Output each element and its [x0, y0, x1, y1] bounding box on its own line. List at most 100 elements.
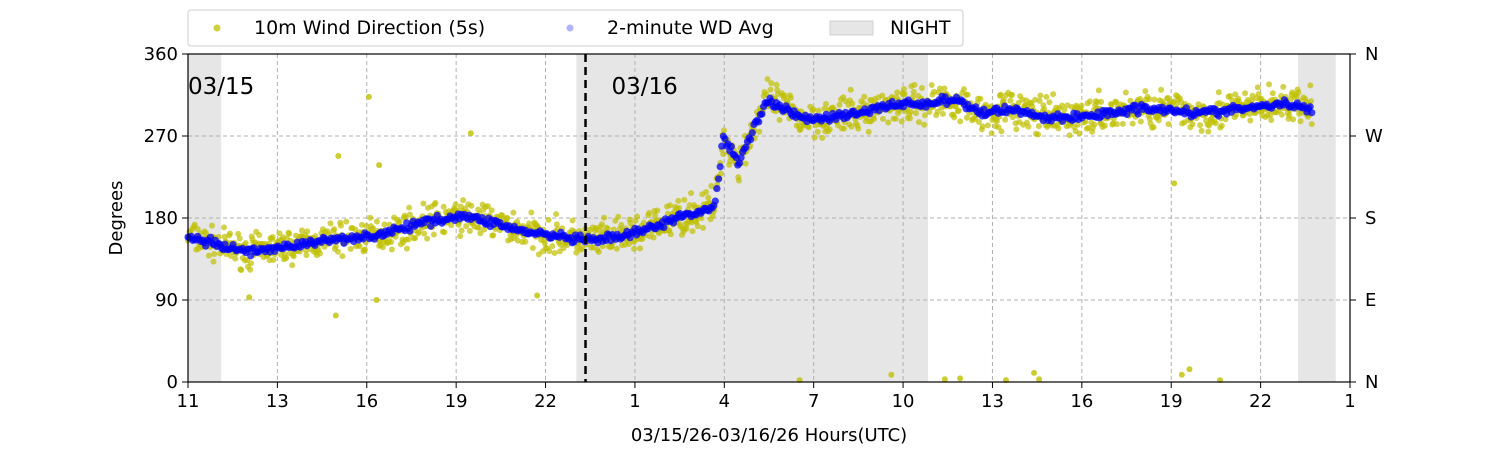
wind-point [553, 211, 560, 218]
wind-outlier-point [335, 153, 342, 160]
wind-point [909, 93, 916, 100]
wind-point [1254, 84, 1261, 91]
wind-point [930, 88, 937, 95]
y-tick-label: 180 [144, 208, 178, 229]
legend-marker-avg [566, 24, 574, 32]
wind-point [457, 203, 464, 210]
wind-point [988, 130, 995, 137]
wind-point [545, 216, 552, 223]
date-annotation: 03/16 [612, 74, 678, 100]
avg-point [714, 175, 723, 183]
wind-point [756, 128, 763, 135]
wind-point [683, 225, 690, 232]
wind-point [1113, 99, 1120, 106]
avg-point [742, 143, 750, 151]
x-tick-label: 19 [1160, 391, 1183, 412]
wind-point [814, 128, 821, 135]
wind-point [194, 225, 201, 232]
wind-point [634, 213, 641, 220]
wind-point [1150, 124, 1157, 131]
wind-point [1222, 116, 1229, 123]
wind-point [396, 218, 403, 225]
wind-point [514, 237, 521, 244]
wind-point [1078, 102, 1085, 109]
wind-point [463, 223, 470, 230]
wind-point [1036, 97, 1043, 104]
wind-point [1037, 92, 1044, 99]
wind-point [488, 207, 495, 214]
avg-point [1123, 110, 1131, 119]
wind-point [767, 86, 774, 93]
wind-point [361, 246, 368, 253]
wind-point [595, 248, 602, 255]
wind-point [979, 123, 986, 130]
legend-label-avg: 2-minute WD Avg [607, 17, 774, 39]
wind-point [764, 76, 771, 83]
wind-point [441, 229, 448, 236]
wind-point [528, 209, 535, 216]
right-tick-label: E [1365, 290, 1376, 311]
x-tick-label: 22 [534, 391, 557, 412]
wind-point [1286, 112, 1293, 119]
x-tick-label: 7 [808, 391, 819, 412]
wind-point [1095, 87, 1102, 94]
wind-point [787, 94, 794, 101]
wind-point [356, 243, 363, 250]
wind-point [1246, 111, 1253, 118]
wind-point [951, 114, 958, 121]
wind-point [811, 134, 818, 141]
wind-outlier-point [246, 294, 253, 301]
wd-average-points [184, 92, 1316, 260]
wind-point [235, 230, 242, 237]
wind-point [569, 217, 576, 224]
wind-point [1046, 99, 1053, 106]
avg-point [716, 163, 724, 171]
avg-point [1134, 110, 1142, 118]
wind-point [675, 197, 682, 204]
wind-point [457, 233, 464, 240]
y-tick-label: 0 [167, 372, 178, 393]
wind-point [1146, 96, 1153, 103]
wind-point [700, 224, 707, 231]
wind-point [367, 214, 374, 221]
legend: 10m Wind Direction (5s) 2-minute WD Avg … [187, 9, 964, 47]
wind-point [553, 221, 560, 228]
wind-outlier-point [373, 297, 380, 303]
grid-lines [188, 54, 1350, 382]
wind-point [1198, 127, 1205, 134]
wind-point [1232, 91, 1239, 98]
wind-point [1165, 121, 1172, 128]
legend-label-wind: 10m Wind Direction (5s) [254, 17, 485, 39]
wind-point [848, 123, 855, 130]
wind-point [1266, 81, 1273, 88]
wind-point [995, 124, 1002, 131]
wind-point [921, 121, 928, 128]
wind-point [529, 244, 536, 251]
wind-point [1247, 117, 1254, 124]
wind-point [1278, 111, 1285, 118]
x-tick-label: 16 [1070, 391, 1093, 412]
legend-patch-night [829, 20, 874, 36]
wind-point [915, 119, 922, 126]
wind-point [703, 188, 710, 195]
y-tick-label: 360 [144, 44, 178, 65]
wind-point [1295, 89, 1302, 96]
wind-point [870, 115, 877, 122]
wind-point [466, 228, 473, 235]
wind-point [654, 207, 661, 214]
wind-point [1158, 86, 1165, 93]
wind-point [236, 235, 243, 242]
wind-point [546, 248, 553, 255]
right-axis: N E S W N [1350, 44, 1383, 393]
wind-outlier-point [941, 376, 948, 383]
wind-point [549, 243, 556, 250]
wind-point [849, 100, 856, 107]
wind-point [1009, 114, 1016, 121]
wind-point [646, 209, 653, 216]
wind-outlier-point [467, 130, 474, 137]
wind-point [289, 262, 296, 269]
wind-point [900, 85, 907, 92]
wind-point [412, 235, 419, 242]
wind-point [1242, 90, 1249, 97]
wind-point [637, 245, 644, 252]
